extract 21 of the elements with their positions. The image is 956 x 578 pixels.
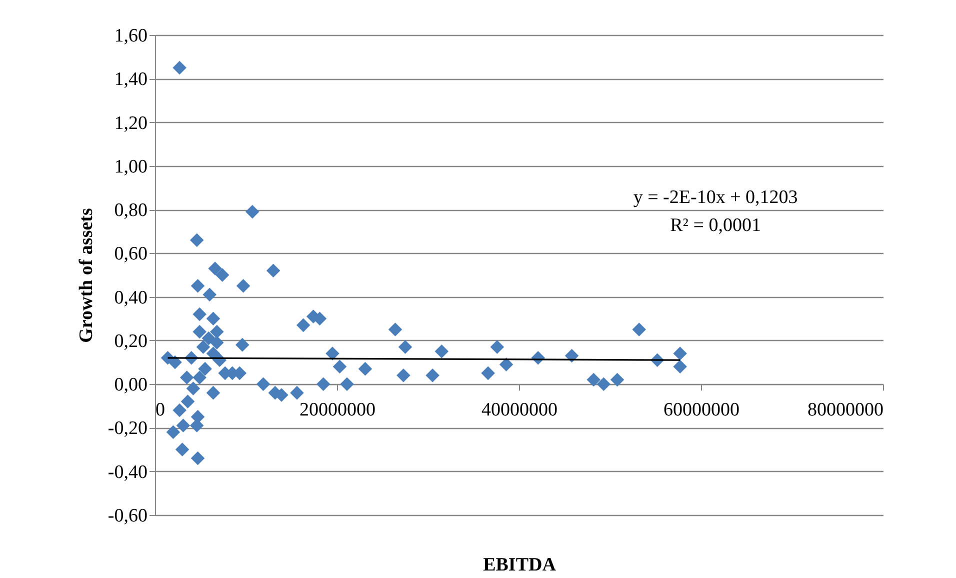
- y-tick-label: -0,60: [108, 506, 148, 526]
- x-tick-label: 20000000: [300, 400, 376, 421]
- y-tick-label: 0,00: [114, 374, 148, 396]
- y-tick-label: -0,40: [108, 462, 148, 483]
- y-tick-label: 0,60: [114, 244, 148, 265]
- y-tick-label: 0,80: [114, 200, 148, 222]
- x-tick-label: 60000000: [664, 400, 740, 421]
- annotation: R² = 0,0001: [670, 215, 761, 236]
- y-tick-label: 1,00: [114, 156, 148, 178]
- y-tick-label: -0,20: [108, 418, 148, 440]
- y-axis-title: Growth of assets: [76, 208, 97, 343]
- x-tick-label: 80000000: [808, 400, 884, 421]
- y-tick-label: 0,40: [114, 287, 148, 308]
- y-tick-label: 1,20: [114, 112, 148, 134]
- x-axis-title: EBITDA: [483, 554, 556, 576]
- annotation: y = -2E-10x + 0,1203: [633, 187, 798, 208]
- x-tick-label: 0: [156, 400, 165, 421]
- y-tick-label: 1,60: [114, 26, 148, 46]
- y-tick-label: 1,40: [114, 69, 148, 90]
- y-tick-label: 0,20: [114, 330, 148, 352]
- x-tick-label: 40000000: [482, 400, 558, 421]
